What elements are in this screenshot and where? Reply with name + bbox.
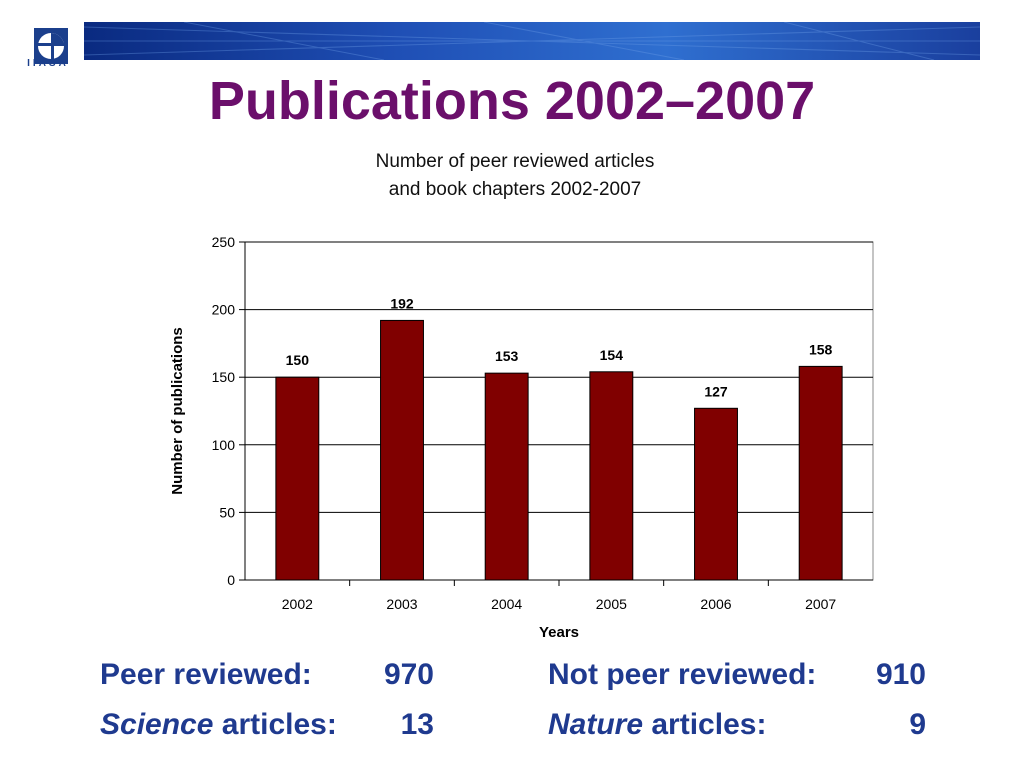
bar-chart: 0 50 100 150 200 250 150 2002 192 2003 153 2004 154 2…	[169, 234, 874, 641]
y-tick-label: 200	[212, 302, 236, 318]
nature-label-rest: articles:	[643, 708, 767, 741]
science-articles-value: 13	[400, 708, 434, 741]
bar-2002	[275, 376, 320, 581]
data-label-2004: 153	[495, 348, 519, 364]
data-label-2005: 154	[600, 347, 624, 363]
not-peer-reviewed-value: 910	[875, 658, 926, 691]
banner-pattern	[84, 22, 980, 60]
y-tick-label: 250	[212, 234, 236, 250]
chart-title-line-1: Number of peer reviewed articles	[375, 151, 655, 172]
x-tick-label-2005: 2005	[596, 596, 627, 612]
peer-reviewed-label: Peer reviewed:	[100, 658, 312, 691]
x-tick-label-2007: 2007	[805, 596, 836, 612]
science-articles-stat: Science articles: 13	[100, 708, 440, 742]
nature-label-italic: Nature	[548, 708, 644, 741]
bar-2004	[484, 372, 529, 581]
science-label-rest: articles:	[213, 708, 337, 741]
x-tick-label-2002: 2002	[282, 596, 313, 612]
chart-title: Number of peer reviewed articles and boo…	[215, 148, 815, 204]
peer-reviewed-stat: Peer reviewed: 970	[100, 658, 440, 692]
logo-text: IIASA	[27, 58, 69, 69]
x-tick-label-2004: 2004	[491, 596, 522, 612]
bar-2006	[694, 407, 738, 581]
y-tick-label: 150	[212, 369, 236, 385]
iiasa-logo-icon	[34, 28, 68, 64]
data-label-2003: 192	[390, 295, 414, 311]
plot-area	[244, 241, 874, 581]
chart-title-line-2: and book chapters 2002-2007	[388, 179, 642, 200]
x-axis-title: Years	[539, 624, 579, 641]
nature-articles-value: 9	[909, 708, 926, 741]
header-banner	[84, 22, 980, 60]
data-label-2002: 150	[286, 352, 310, 368]
x-tick-label-2006: 2006	[700, 596, 731, 612]
not-peer-reviewed-stat: Not peer reviewed: 910	[548, 658, 932, 692]
y-tick-label: 50	[219, 504, 235, 520]
bar-2003	[380, 319, 424, 581]
x-tick-label-2003: 2003	[386, 596, 417, 612]
data-label-2006: 127	[704, 383, 728, 399]
bar-2005	[589, 371, 634, 581]
page-title: Publications 2002–2007	[208, 71, 816, 131]
science-label-italic: Science	[100, 708, 214, 741]
y-axis-title: Number of publications	[169, 327, 186, 495]
not-peer-reviewed-label: Not peer reviewed:	[548, 658, 817, 691]
y-tick-label: 100	[212, 437, 236, 453]
bar-2007	[798, 365, 843, 581]
data-label-2007: 158	[809, 341, 833, 357]
peer-reviewed-value: 970	[383, 658, 434, 691]
y-tick-label: 0	[227, 572, 235, 588]
nature-articles-stat: Nature articles: 9	[548, 708, 932, 742]
